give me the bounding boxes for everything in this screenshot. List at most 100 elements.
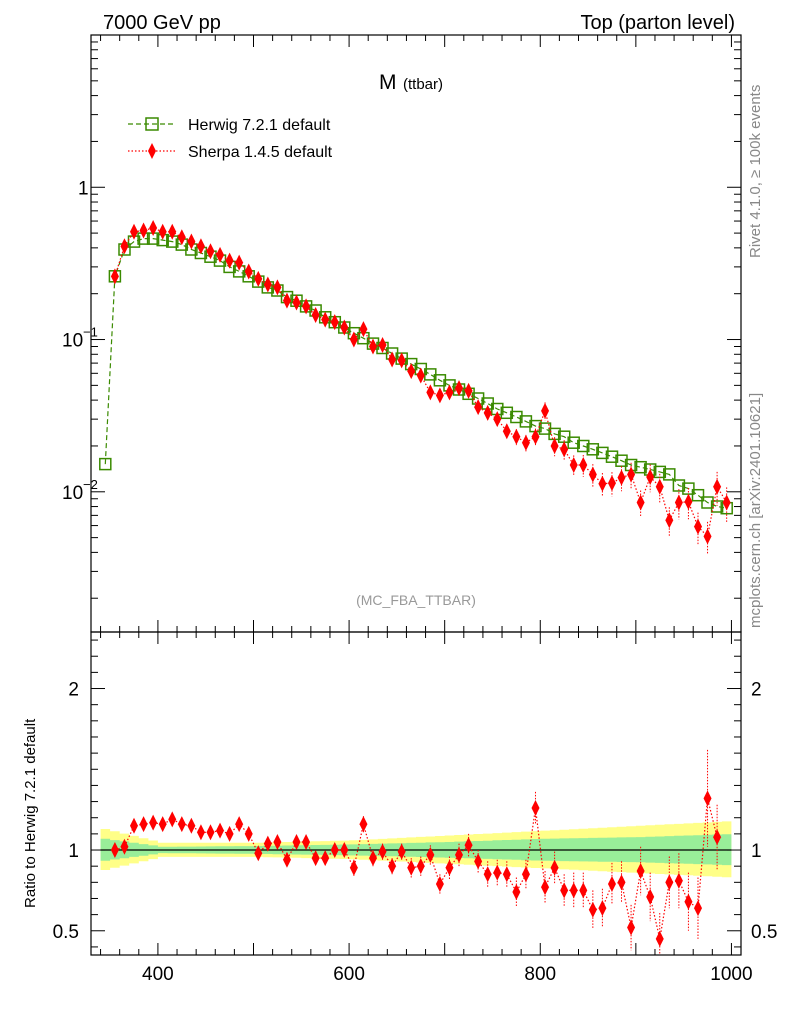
ratio-point (598, 900, 607, 917)
sherpa-point (349, 331, 358, 348)
ratio-point (244, 825, 253, 842)
ratio-point (359, 816, 368, 833)
ratio-point (560, 882, 569, 899)
ratio-point (493, 864, 502, 881)
sherpa-point (627, 466, 636, 483)
ratio-point (330, 842, 339, 859)
ratio-point (435, 875, 444, 892)
sherpa-point (340, 319, 349, 336)
sherpa-point (158, 223, 167, 240)
sherpa-point (483, 404, 492, 421)
herwig-point (596, 446, 609, 460)
ratio-point (254, 845, 263, 862)
ratio-point (235, 816, 244, 833)
ratio-y-tick-label-right: 0.5 (751, 922, 777, 943)
herwig-point (710, 500, 724, 513)
sherpa-point (225, 252, 234, 269)
sherpa-point (598, 475, 607, 492)
sherpa-point (273, 279, 282, 296)
sherpa-point (455, 380, 464, 397)
y-tick-label: 10 (62, 483, 83, 504)
sherpa-point (149, 220, 158, 237)
ratio-point (263, 835, 272, 852)
ratio-ylabel: Ratio to Herwig 7.2.1 default (22, 718, 39, 908)
ratio-point (149, 814, 158, 831)
sherpa-point (426, 384, 435, 401)
ratio-point (397, 843, 406, 860)
ratio-point (512, 884, 521, 901)
sherpa-point (722, 494, 731, 511)
sherpa-point (636, 494, 645, 511)
ratio-point (483, 866, 492, 883)
herwig-point (567, 436, 580, 449)
sherpa-point (569, 456, 578, 473)
ratio-plot-frame (90, 631, 742, 956)
ratio-point (302, 833, 311, 850)
ratio-line (114, 798, 718, 940)
sherpa-point (130, 223, 139, 240)
ratio-point (693, 900, 702, 917)
ratio-point (292, 833, 301, 850)
legend-herwig-label: Herwig 7.2.1 default (188, 117, 331, 134)
sherpa-point (464, 382, 473, 399)
sherpa-point (263, 276, 272, 293)
sherpa-point (216, 246, 225, 263)
energy-label: 7000 GeV pp (103, 12, 221, 34)
ratio-point (655, 930, 664, 947)
sherpa-point (713, 478, 722, 495)
ratio-point (110, 842, 119, 859)
x-tick-label: 400 (142, 964, 174, 985)
sherpa-point (235, 254, 244, 271)
ratio-y-tick-label: 1 (68, 841, 79, 862)
sherpa-point (617, 469, 626, 486)
ratio-point (177, 816, 186, 833)
sherpa-point (512, 428, 521, 445)
sherpa-point (703, 528, 712, 545)
ratio-point (416, 858, 425, 875)
sherpa-point (397, 352, 406, 369)
ratio-y-tick-label-right: 2 (751, 680, 762, 701)
rivet-label: Rivet 4.1.0, ≥ 100k events (747, 85, 764, 258)
source-label: mcplots.cern.ch [arXiv:2401.10621] (747, 393, 764, 628)
sherpa-point (560, 441, 569, 458)
sherpa-point (177, 229, 186, 246)
herwig-point (500, 406, 514, 420)
x-tick-label: 800 (524, 964, 556, 985)
sherpa-point (474, 399, 483, 416)
ratio-point (282, 851, 291, 868)
y-tick-label: 10 (62, 331, 83, 352)
ratio-point (646, 888, 655, 905)
ratio-point (407, 859, 416, 876)
herwig-point (691, 488, 705, 502)
sherpa-point (168, 223, 177, 240)
ratio-y-tick-label-right: 1 (751, 841, 762, 862)
ratio-point (311, 850, 320, 867)
ratio-point (349, 859, 358, 876)
ratio-point (445, 859, 454, 876)
ratio-point (130, 817, 139, 834)
ratio-point (579, 882, 588, 899)
plot-title: M (379, 71, 397, 94)
herwig-point (605, 450, 619, 463)
sherpa-point (321, 311, 330, 328)
ratio-point (684, 893, 693, 910)
herwig-point (701, 496, 714, 509)
analysis-label: (MC_FBA_TTBAR) (356, 592, 476, 608)
ratio-point (455, 846, 464, 863)
ratio-point (474, 853, 483, 870)
sherpa-point (407, 363, 416, 380)
sherpa-point (541, 402, 550, 419)
sherpa-point (254, 270, 263, 287)
ratio-point (378, 843, 387, 860)
ratio-y-tick-label: 2 (68, 680, 79, 701)
sherpa-point (244, 263, 253, 280)
sherpa-point (550, 437, 559, 454)
sherpa-point (493, 411, 502, 428)
sherpa-point (502, 423, 511, 440)
sherpa-point (521, 434, 530, 451)
ratio-point (617, 874, 626, 891)
legend-sherpa-marker (148, 143, 156, 159)
sherpa-point (684, 493, 693, 510)
herwig-point (510, 410, 523, 424)
